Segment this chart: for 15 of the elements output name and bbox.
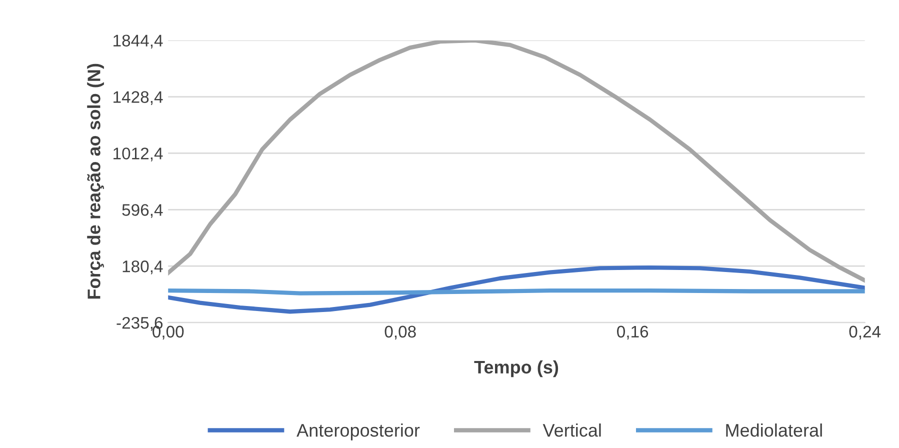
legend-label: Mediolateral bbox=[726, 423, 822, 437]
x-tick-label: 0,16 bbox=[617, 326, 648, 340]
y-tick-label: 1012,4 bbox=[114, 148, 163, 162]
y-tick-label: 596,4 bbox=[122, 204, 163, 218]
x-axis-title: Tempo (s) bbox=[474, 360, 558, 378]
y-tick-label: 180,4 bbox=[122, 260, 163, 274]
x-tick-label: 0,24 bbox=[849, 326, 881, 340]
legend-label: Anteroposterior bbox=[296, 423, 420, 440]
line-series bbox=[168, 40, 865, 282]
y-tick-label: 1844,4 bbox=[114, 34, 163, 48]
legend-label: Vertical bbox=[542, 423, 601, 437]
y-tick-label: 1428,4 bbox=[114, 91, 163, 105]
y-axis-title: Força de reação ao solo (N) bbox=[87, 64, 104, 299]
x-tick-label: 0,08 bbox=[384, 326, 416, 340]
line-series bbox=[168, 265, 865, 314]
